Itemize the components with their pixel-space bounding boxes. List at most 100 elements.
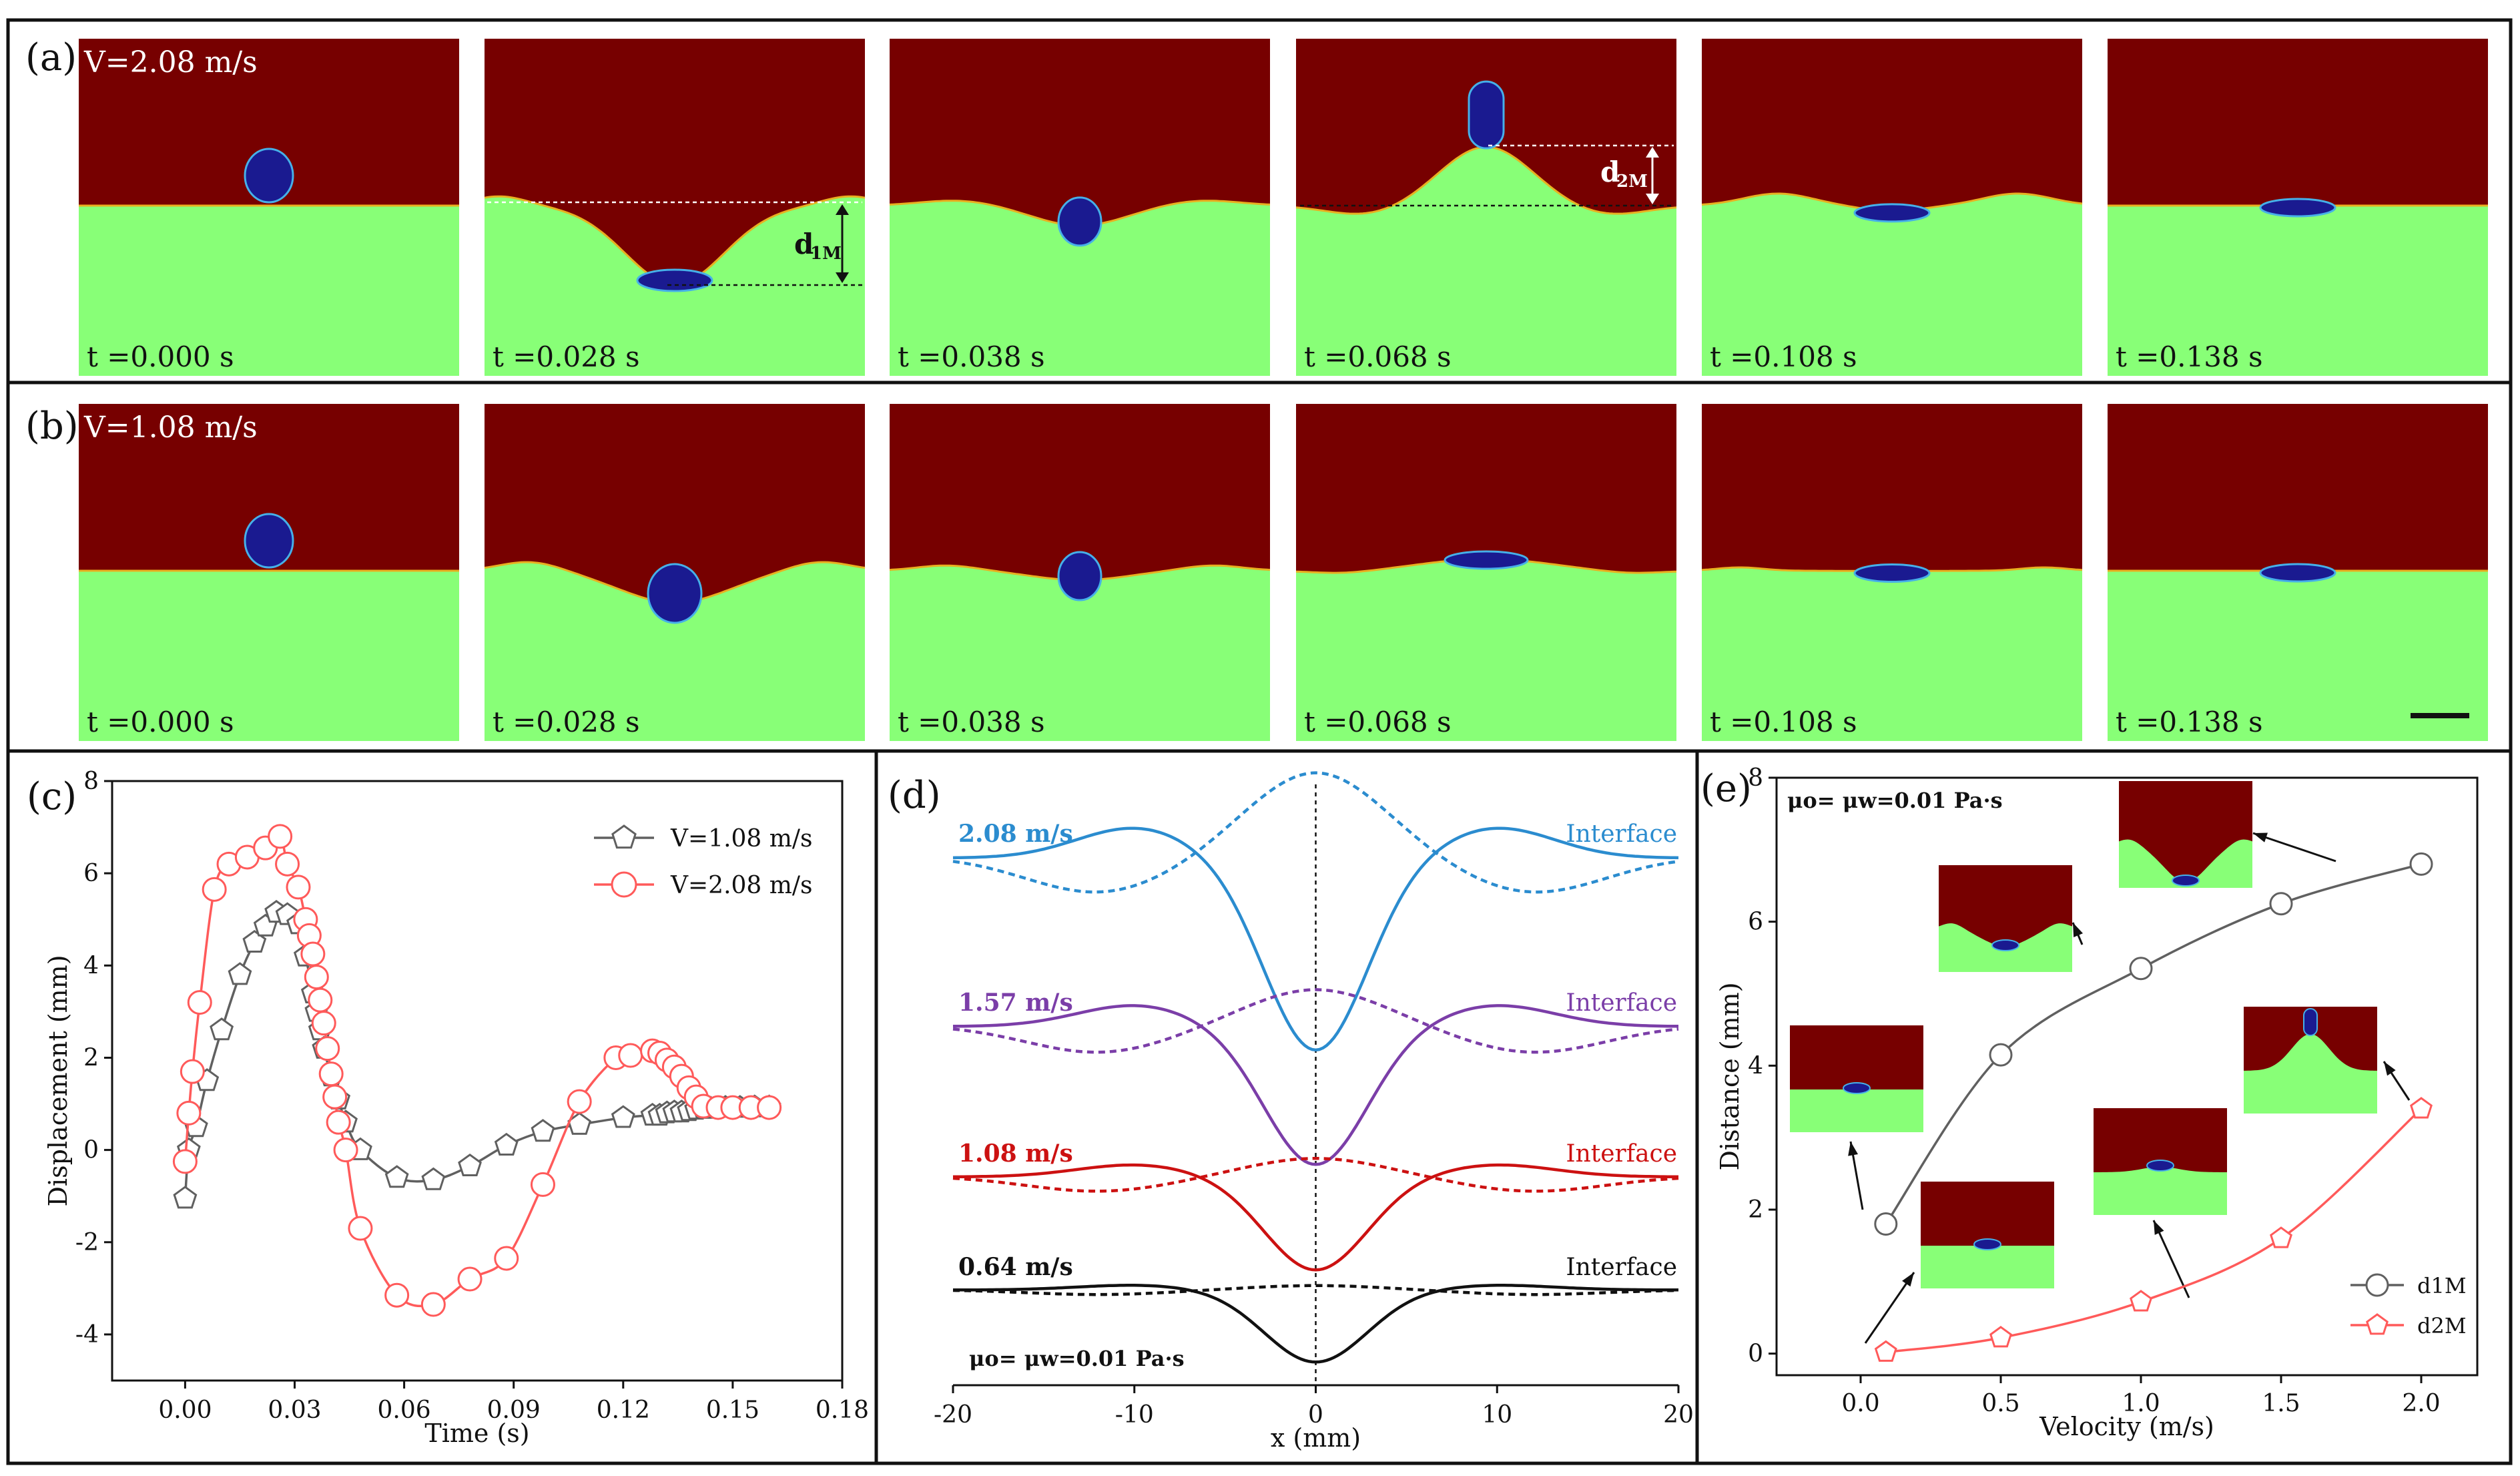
d1m-arrow-head-top bbox=[836, 204, 849, 215]
data-point bbox=[1989, 1326, 2012, 1348]
data-point bbox=[268, 824, 293, 849]
simulation-frame: t =0.138 s bbox=[2108, 404, 2488, 741]
legend-marker bbox=[611, 824, 637, 849]
mini-snapshot bbox=[1790, 1025, 1923, 1132]
data-point bbox=[202, 877, 227, 902]
legend-marker bbox=[2366, 1313, 2389, 1335]
velocity-label: V=1.08 m/s bbox=[83, 411, 258, 445]
panel-label-d: (d) bbox=[888, 774, 941, 817]
panel-label-c: (c) bbox=[27, 775, 77, 818]
time-label: t =0.068 s bbox=[1304, 706, 1452, 738]
plot-area bbox=[1775, 776, 2479, 1377]
x-tick-label: 2.0 bbox=[2402, 1390, 2440, 1417]
time-label: t =0.028 s bbox=[493, 706, 640, 738]
y-tick-label: 2 bbox=[83, 1044, 99, 1071]
snapshot-pointer bbox=[1864, 1272, 1915, 1344]
data-point bbox=[2130, 1290, 2152, 1312]
series-line bbox=[184, 911, 769, 1199]
time-label: t =0.108 s bbox=[1710, 340, 1857, 373]
data-point bbox=[458, 1153, 482, 1176]
data-point bbox=[210, 1017, 234, 1041]
simulation-frame: t =0.000 s bbox=[79, 404, 459, 741]
x-tick-label: 0.03 bbox=[268, 1397, 321, 1424]
droplet-curve bbox=[952, 1156, 1679, 1193]
data-point bbox=[618, 1043, 643, 1068]
snapshot-pointer bbox=[2152, 1220, 2190, 1298]
legend-label: V=2.08 m/s bbox=[670, 872, 813, 899]
x-tick-label: -10 bbox=[1115, 1401, 1154, 1429]
arrow-head bbox=[1902, 1272, 1914, 1287]
simulation-frame: t =0.028 s bbox=[484, 39, 866, 376]
data-point bbox=[531, 1119, 555, 1142]
data-point bbox=[348, 1216, 373, 1241]
data-point bbox=[275, 851, 300, 877]
y-tick-label: 4 bbox=[1748, 1052, 1763, 1079]
legend-marker bbox=[2365, 1273, 2389, 1297]
time-label: t =0.108 s bbox=[1710, 706, 1857, 738]
x-axis-label: Time (s) bbox=[424, 1419, 529, 1448]
droplet bbox=[647, 563, 703, 624]
water-phase bbox=[2119, 839, 2252, 888]
water-phase bbox=[890, 200, 1270, 376]
interface-curve bbox=[953, 1004, 1678, 1166]
droplet bbox=[2303, 1008, 2318, 1036]
droplet bbox=[1973, 1238, 2001, 1250]
velocity-label: V=2.08 m/s bbox=[83, 45, 258, 79]
droplet bbox=[2172, 875, 2200, 887]
droplet bbox=[244, 513, 294, 569]
d1m-arrow-head-bottom bbox=[836, 272, 849, 283]
figure-frame bbox=[6, 18, 2513, 1465]
data-point bbox=[228, 962, 252, 985]
y-axis-label: Distance (mm) bbox=[1715, 982, 1745, 1170]
legend-marker bbox=[611, 871, 637, 898]
velocity-label: 1.57 m/s bbox=[958, 989, 1073, 1017]
droplet bbox=[1468, 80, 1505, 150]
interface-label: Interface bbox=[1566, 1140, 1677, 1168]
data-point bbox=[457, 1266, 483, 1292]
x-tick-label: 0.06 bbox=[378, 1397, 431, 1424]
arrow-head bbox=[2073, 923, 2084, 937]
mini-snapshot bbox=[2119, 781, 2252, 888]
droplet bbox=[2146, 1160, 2174, 1172]
panel-label-a: (a) bbox=[25, 36, 77, 79]
water-phase bbox=[1702, 567, 2082, 741]
droplet bbox=[1444, 550, 1529, 570]
data-point bbox=[611, 1105, 635, 1128]
data-point bbox=[176, 1100, 202, 1126]
droplet-curve bbox=[952, 771, 1679, 894]
simulation-frame: t =0.138 s bbox=[2108, 39, 2488, 376]
velocity-label: 2.08 m/s bbox=[958, 820, 1073, 848]
water-phase bbox=[890, 565, 1270, 741]
y-tick-label: 8 bbox=[83, 768, 99, 795]
d2m-arrow-head-top bbox=[1646, 147, 1659, 158]
panel-d-chart: (d) -20 -10 0 10 20 x (mm) 2.08 m/s Interface 1.… bbox=[888, 771, 1694, 1453]
water-phase bbox=[2244, 1034, 2377, 1114]
data-point bbox=[2270, 1226, 2292, 1248]
x-tick-label: 0.0 bbox=[1841, 1390, 1879, 1417]
data-point bbox=[322, 1084, 348, 1110]
droplet bbox=[1991, 939, 2019, 951]
time-label: t =0.038 s bbox=[898, 706, 1045, 738]
simulation-frame: t =0.108 s bbox=[1701, 39, 2083, 376]
water-phase bbox=[79, 571, 459, 741]
data-point bbox=[567, 1089, 592, 1114]
x-tick-label: 0.09 bbox=[487, 1397, 541, 1424]
legend-label: d1M bbox=[2417, 1273, 2467, 1298]
y-axis-label: Displacement (mm) bbox=[43, 955, 73, 1206]
d1m-sub: 1M bbox=[810, 244, 842, 264]
water-phase bbox=[1702, 194, 2082, 376]
mini-snapshot bbox=[2244, 1007, 2377, 1114]
droplet bbox=[2259, 198, 2336, 218]
panel-label-b: (b) bbox=[25, 405, 79, 448]
data-point bbox=[311, 1011, 336, 1036]
y-tick-label: 6 bbox=[1748, 909, 1763, 936]
droplet bbox=[1057, 551, 1102, 601]
x-tick-label: 20 bbox=[1663, 1401, 1694, 1429]
arrow-head bbox=[2384, 1061, 2396, 1076]
data-point bbox=[315, 1036, 340, 1061]
droplet-curve bbox=[952, 988, 1679, 1054]
legend-label: d2M bbox=[2417, 1313, 2467, 1338]
snapshot-pointer bbox=[2252, 832, 2336, 863]
data-point bbox=[318, 1061, 344, 1087]
water-phase bbox=[1296, 147, 1676, 376]
